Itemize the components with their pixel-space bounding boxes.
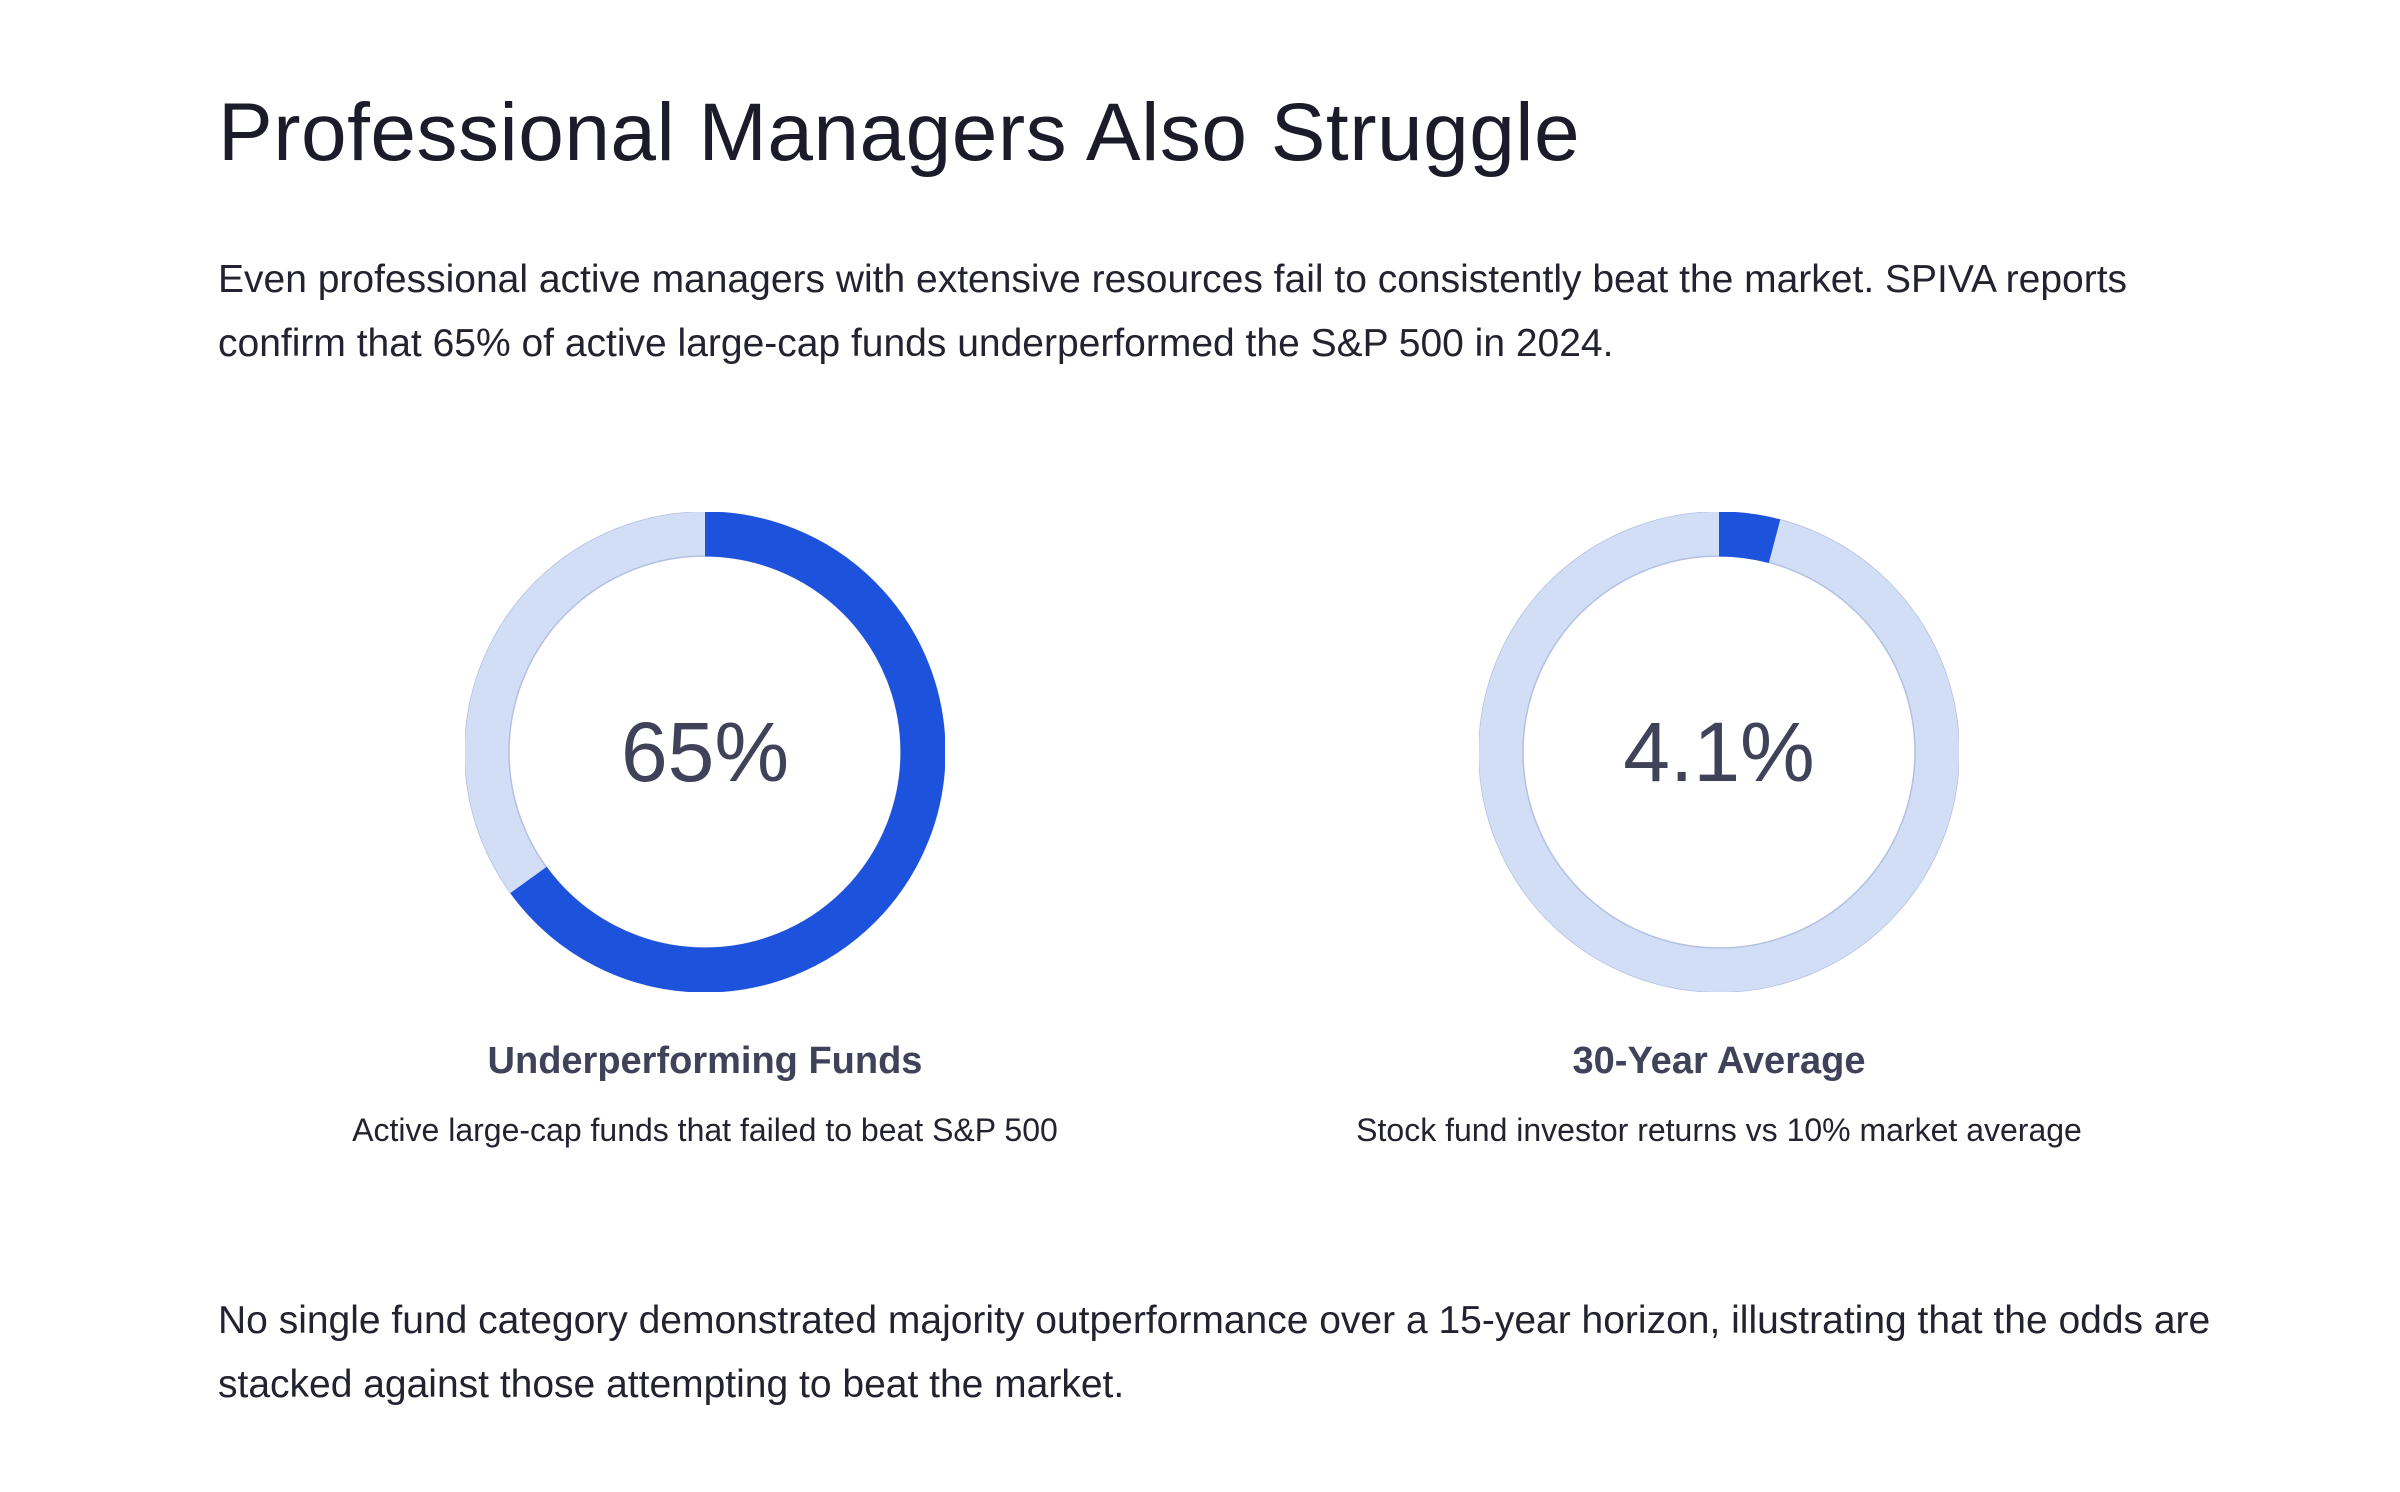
donut-value-30-year-average: 4.1% — [1623, 704, 1815, 799]
outro-paragraph: No single fund category demonstrated maj… — [218, 1299, 2211, 1406]
intro-paragraph: Even professional active managers with e… — [218, 258, 2128, 365]
donut-label-underperforming: Underperforming Funds — [487, 1040, 923, 1082]
donut-chart-30-year-average: 4.1% 30-Year Average Stock fund investor… — [1229, 512, 2209, 1152]
donut-label-30-year-average: 30-Year Average — [1572, 1040, 1866, 1082]
donut-description-underperforming: Active large-cap funds that failed to be… — [352, 1112, 1058, 1148]
donut-ring-30-year-average — [1479, 512, 1959, 992]
donut-slice-value-30-year-average — [1479, 512, 1959, 992]
donut-chart-underperforming: 65% Underperforming Funds Active large-c… — [215, 512, 1195, 1152]
donut-description-30-year-average: Stock fund investor returns vs 10% marke… — [1356, 1112, 2082, 1148]
donut-value-underperforming: 65% — [620, 704, 790, 799]
donut-slice-value-underperforming — [465, 512, 945, 992]
page-title: Professional Managers Also Struggle — [218, 87, 1581, 178]
donut-ring-underperforming — [465, 512, 945, 992]
